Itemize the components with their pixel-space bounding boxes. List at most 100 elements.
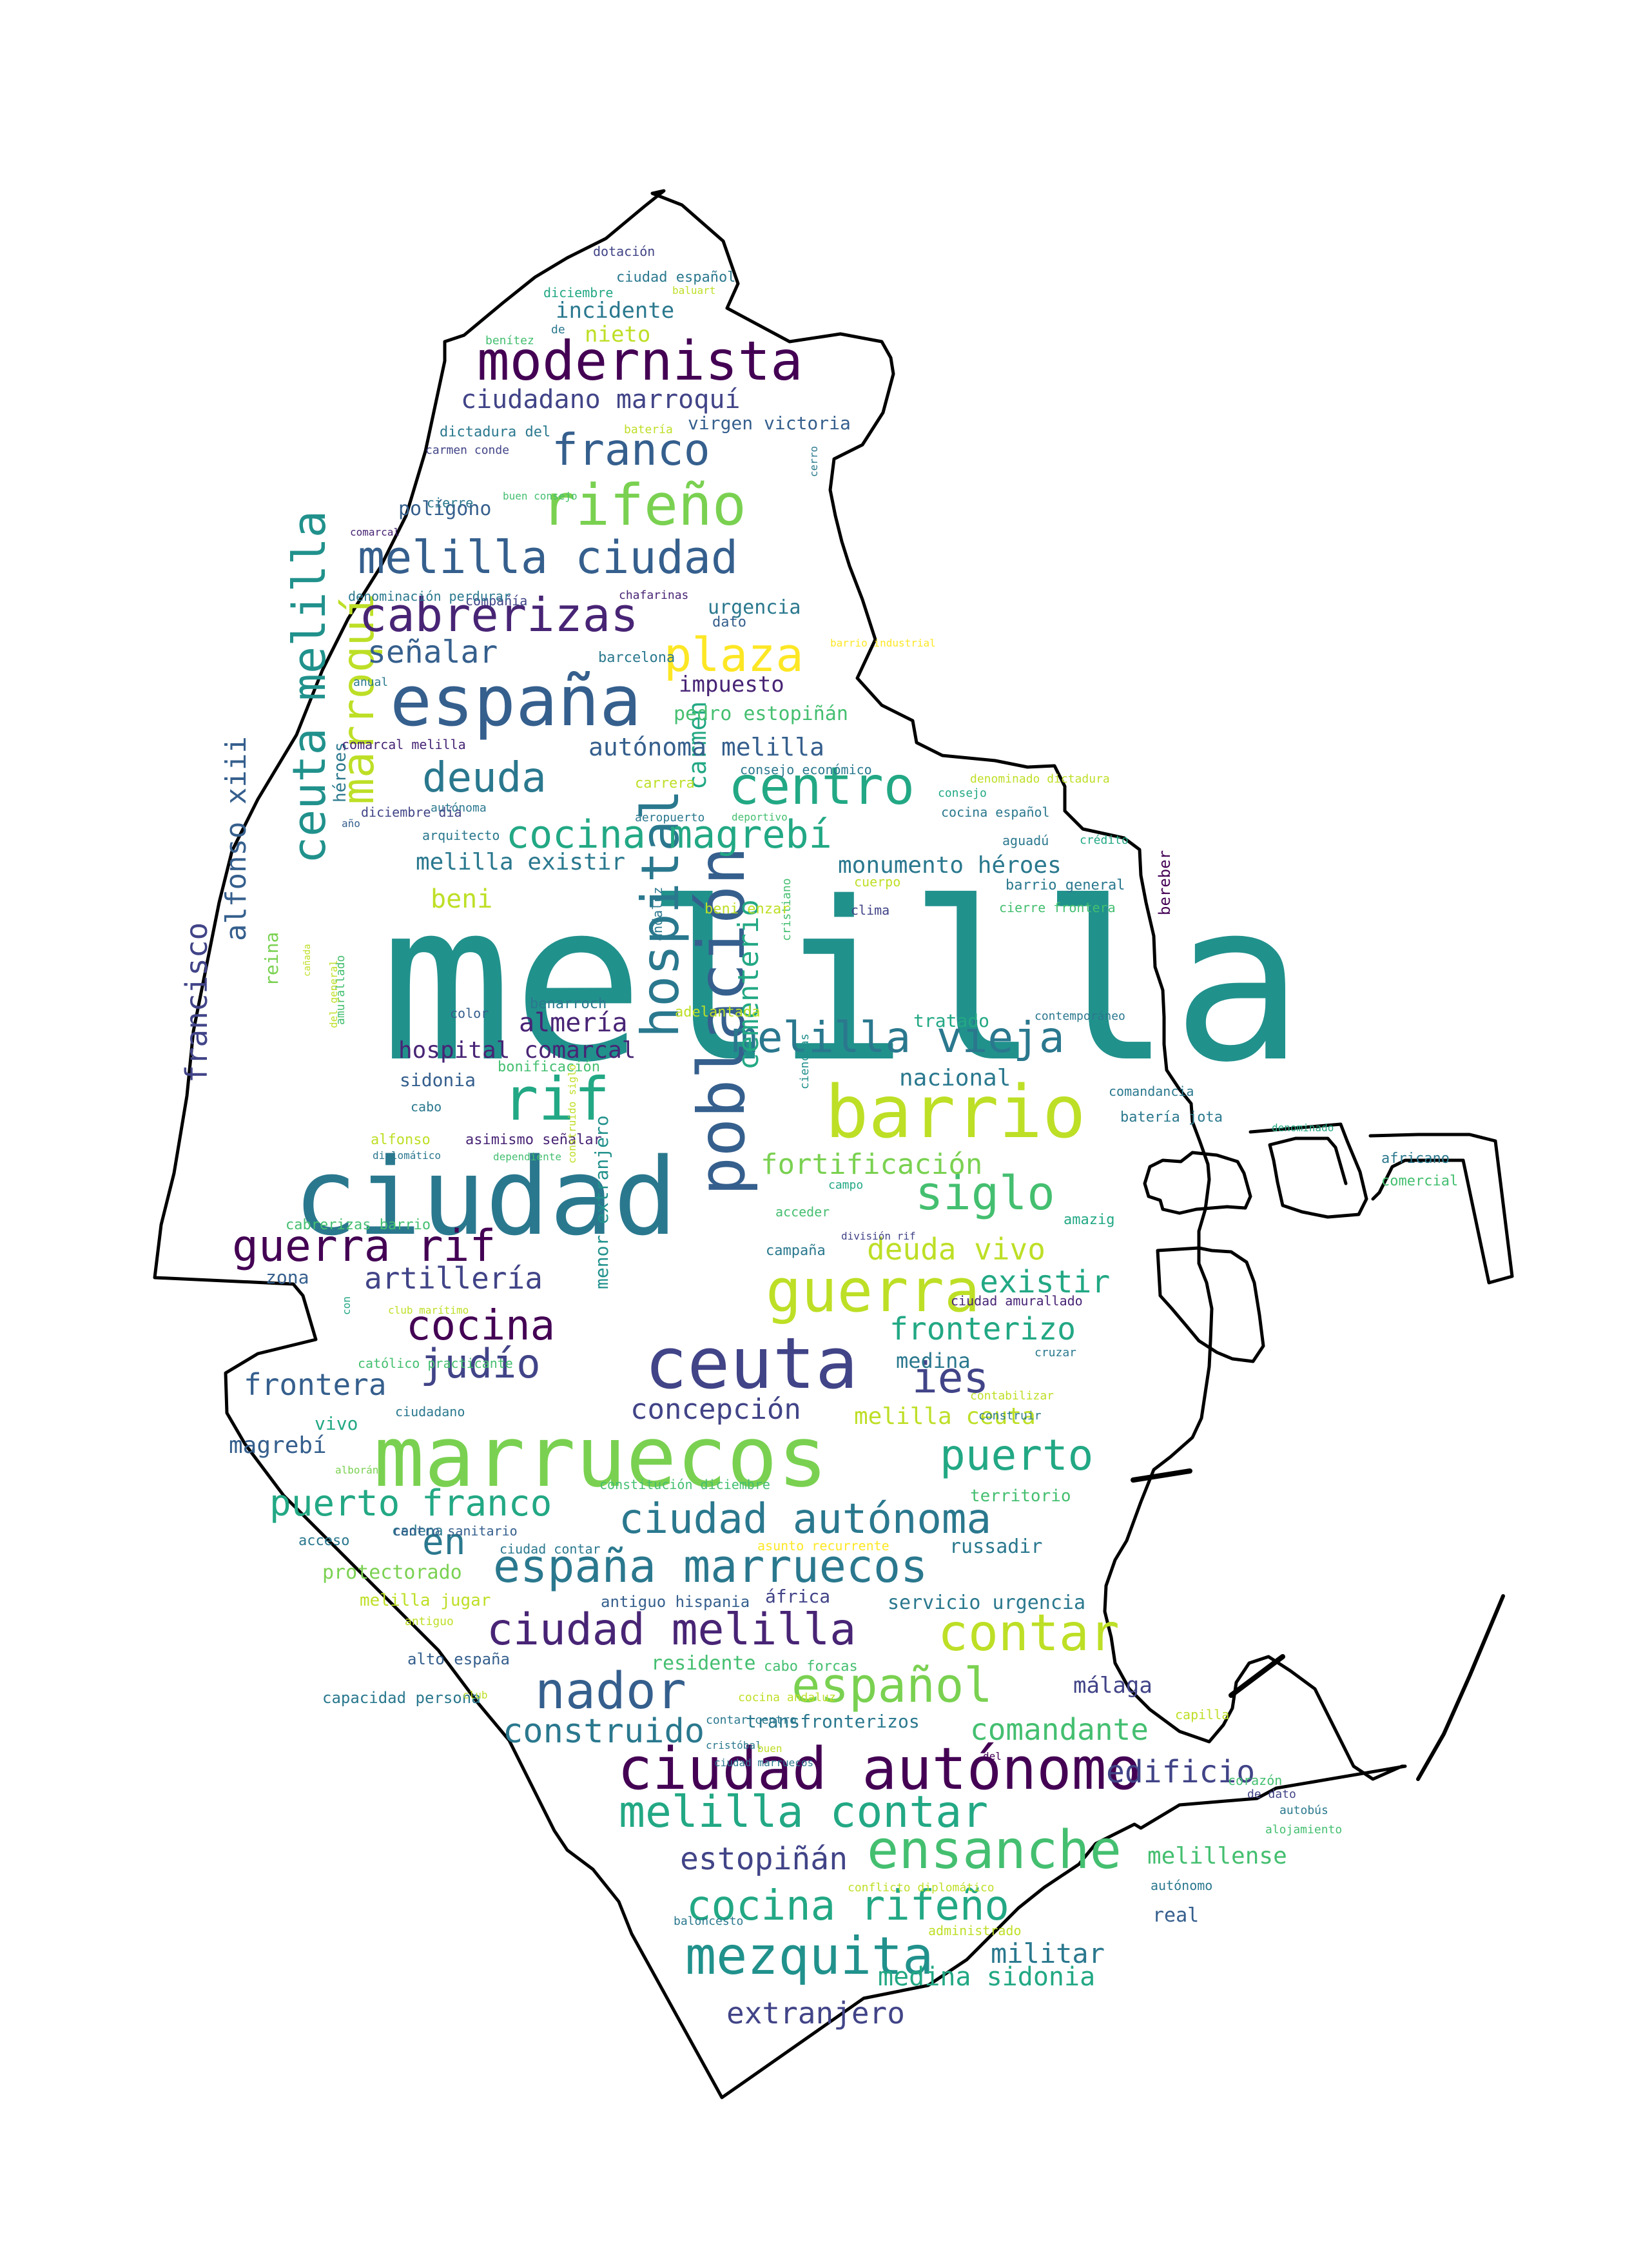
word-batería: batería — [624, 423, 673, 436]
word-ciudadano: ciudadano — [395, 1404, 465, 1419]
word-contabilizar: contabilizar — [970, 1389, 1054, 1403]
word-fronterizo: fronterizo — [889, 1311, 1076, 1347]
word-magrebí: magrebí — [229, 1432, 327, 1459]
word-barrio-general: barrio general — [1006, 877, 1125, 893]
word-barcelona: barcelona — [598, 650, 675, 666]
word-melilla-ceuta: melilla ceuta — [854, 1403, 1036, 1430]
word-clima: clima — [851, 902, 890, 918]
word-alborán: alborán — [335, 1464, 379, 1476]
word-extranjero: extranjero — [726, 1996, 905, 2031]
word-melillense: melillense — [1147, 1843, 1287, 1869]
word-transfronterizos: transfronterizos — [746, 1711, 920, 1732]
word-aguadú: aguadú — [1002, 833, 1049, 848]
word-cocina-magrebí: cocina magrebí — [506, 812, 832, 857]
word-autónomo: autónomo — [1151, 1878, 1213, 1893]
word-cabrerizas: cabrerizas — [359, 588, 639, 642]
word-deuda-vivo: deuda vivo — [867, 1232, 1045, 1267]
word-cañada: cañada — [302, 944, 313, 977]
word-ensanche: ensanche — [867, 1820, 1122, 1881]
word-rif: rif — [503, 1065, 610, 1134]
word-rifeño: rifeño — [541, 472, 746, 538]
word-mezquita: mezquita — [685, 1926, 934, 1986]
word-bereber: bereber — [1156, 850, 1174, 915]
word-francisco: francisco — [179, 922, 214, 1083]
word-españa-marruecos: españa marruecos — [493, 1540, 928, 1593]
word-asimismo-señalar: asimismo señalar — [465, 1132, 602, 1148]
word-ceuta-melilla: ceuta melilla — [283, 511, 336, 864]
word-división-rif: división rif — [841, 1230, 916, 1242]
word-carrera: carrera — [635, 775, 695, 792]
port-dock — [1156, 1246, 1265, 1363]
word-constitución-diciembre: constitución diciembre — [599, 1477, 770, 1492]
word-diciembre: diciembre — [543, 285, 614, 300]
word-alfonso: alfonso — [371, 1132, 431, 1148]
word-baluart: baluart — [672, 284, 716, 297]
word-russadir: russadir — [949, 1535, 1043, 1558]
word-comandancia: comandancia — [1109, 1084, 1194, 1099]
word-melilla-vieja: melilla vieja — [732, 1013, 1065, 1062]
word-bonificación: bonificación — [498, 1059, 600, 1075]
word-beni-enzar: beni enzar — [705, 901, 790, 917]
word-compañía: compañía — [465, 593, 528, 609]
word-nador: nador — [535, 1662, 686, 1720]
word-de-dato: de dato — [1247, 1788, 1296, 1801]
word-ciudad-autónomo: ciudad autónomo — [617, 1735, 1142, 1803]
word-denominado-dictadura: denominado dictadura — [970, 772, 1110, 786]
word-nieto: nieto — [585, 322, 651, 347]
word-antiguo: antiguo — [405, 1615, 454, 1628]
word-cruzar: cruzar — [1035, 1346, 1077, 1359]
word-hospital-comarcal: hospital comarcal — [398, 1037, 636, 1064]
word-cristóbal: cristóbal — [706, 1739, 762, 1751]
word-tratado: tratado — [913, 1010, 990, 1031]
word-andaluz: andaluz — [650, 886, 665, 941]
word-adelantada: adelantada — [675, 1004, 761, 1020]
word-reina: reina — [261, 931, 282, 986]
word-centro-sanitario: centro sanitario — [393, 1523, 518, 1539]
word-dependiente: dependiente — [493, 1151, 561, 1163]
word-virgen-victoria: virgen victoria — [688, 413, 851, 434]
word-ies: ies — [912, 1353, 989, 1403]
word-antiguo-hispania: antiguo hispania — [601, 1593, 750, 1611]
word-incidente: incidente — [556, 298, 675, 324]
word-contemporáneo: contemporáneo — [1035, 1009, 1125, 1023]
word-real: real — [1152, 1904, 1200, 1927]
word-medina: medina — [896, 1349, 971, 1373]
word-asunto-recurrente: asunto recurrente — [757, 1538, 889, 1554]
word-nacional: nacional — [899, 1065, 1011, 1091]
word-diplomático: diplomático — [373, 1149, 441, 1162]
word-arquitecto: arquitecto — [422, 828, 500, 843]
word-club-marítimo: club marítimo — [388, 1304, 469, 1316]
word-benarroch: benarroch — [530, 996, 607, 1012]
word-denominación-perdurar: denominación perdurar — [348, 589, 511, 604]
word-impuesto: impuesto — [679, 672, 784, 697]
word-con: con — [340, 1296, 353, 1315]
word-cerro: cerro — [808, 445, 820, 477]
word-dictadura-del: dictadura del — [440, 424, 551, 440]
word-color: color — [450, 1006, 489, 1021]
word-artillería: artillería — [364, 1261, 543, 1296]
pier-stub-2 — [1229, 1654, 1285, 1698]
word-en: en — [422, 1521, 466, 1563]
word-comercial: comercial — [1381, 1173, 1459, 1189]
word-construido: construido — [503, 1712, 705, 1751]
word-contar-centro: contar centro — [706, 1713, 797, 1727]
word-consejo-económico: consejo económico — [740, 762, 872, 777]
word-plaza: plaza — [664, 628, 804, 682]
word-crédito: crédito — [1080, 833, 1129, 847]
word-cierre-frontera: cierre frontera — [999, 900, 1116, 915]
word-concepción: concepción — [630, 1393, 801, 1426]
word-guerra: guerra — [766, 1256, 980, 1325]
word-autónoma: autónoma — [431, 801, 487, 815]
word-militar: militar — [991, 1938, 1105, 1969]
word-dotación: dotación — [593, 244, 656, 259]
word-cocina-español: cocina español — [941, 804, 1050, 820]
word-conflicto-diplomático: conflicto diplomático — [848, 1881, 995, 1895]
word-monumento-héroes: monumento héroes — [838, 852, 1062, 879]
word-comarcal-melilla: comarcal melilla — [342, 737, 466, 752]
word-cadena: cadena — [392, 1523, 443, 1539]
word-deuda: deuda — [422, 754, 547, 802]
word-málaga: málaga — [1073, 1673, 1152, 1699]
word-siglo: siglo — [915, 1166, 1055, 1220]
word-ciudad-amurallado: ciudad amurallado — [951, 1293, 1083, 1309]
word-campo: campo — [828, 1178, 864, 1192]
